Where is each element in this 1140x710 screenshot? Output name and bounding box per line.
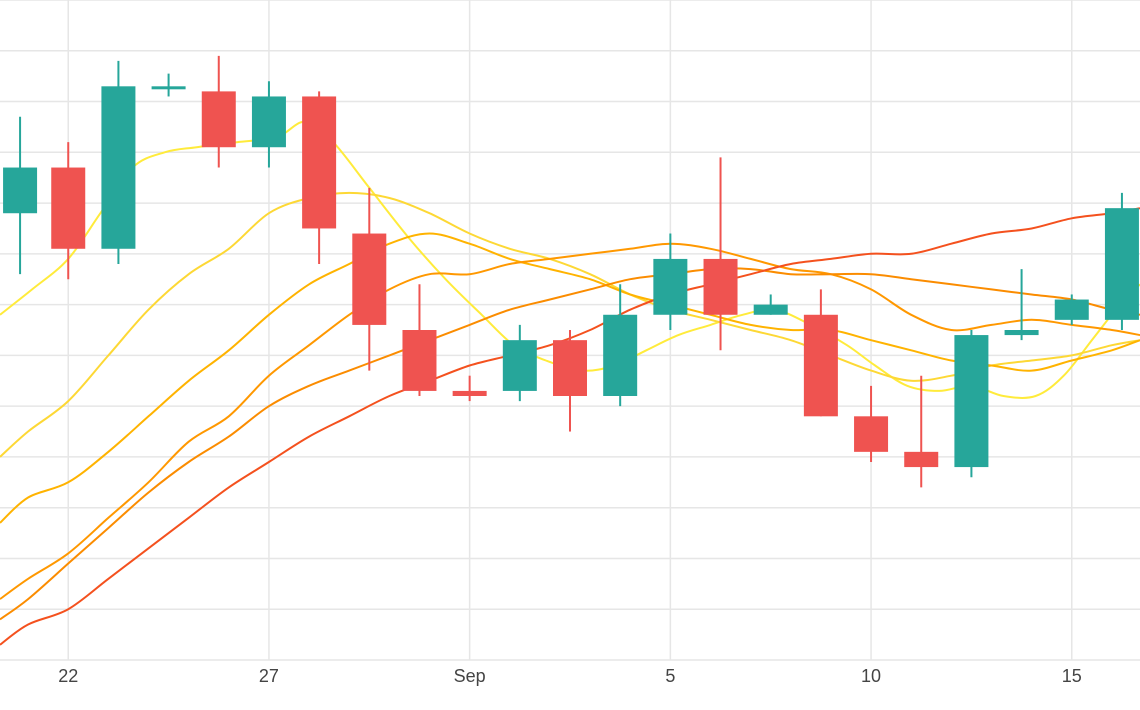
candle-body [954, 335, 989, 468]
candle-body [101, 86, 136, 249]
candle [653, 233, 688, 330]
candle [101, 60, 136, 264]
candle-body [904, 451, 939, 468]
candle-body [803, 314, 838, 417]
candle [603, 284, 638, 407]
candle [904, 375, 939, 488]
candle [151, 73, 186, 97]
candle [1104, 192, 1139, 330]
candle [452, 375, 487, 402]
candle [201, 55, 236, 168]
candle [302, 91, 337, 264]
candle-body [402, 330, 437, 391]
candle [954, 330, 989, 478]
candle-body [51, 167, 86, 249]
candle [402, 284, 437, 396]
candle-body [1054, 299, 1089, 320]
candle [3, 116, 38, 275]
x-axis: 22 27 Sep 5 10 15 [58, 666, 1082, 686]
candle [1054, 294, 1089, 325]
ma-line-5 [0, 267, 1140, 621]
candle [352, 187, 387, 371]
candles [3, 55, 1139, 488]
candle [753, 294, 788, 315]
candle [502, 324, 537, 402]
candle-body [753, 304, 788, 315]
x-tick-label: 27 [259, 666, 279, 686]
candle [803, 289, 838, 417]
candle [51, 142, 86, 280]
candle-body [553, 340, 587, 396]
x-tick-label: 15 [1062, 666, 1082, 686]
ma-line-4 [0, 242, 1140, 600]
x-tick-label: 22 [58, 666, 78, 686]
candle-body [1004, 330, 1039, 336]
candle [251, 81, 286, 168]
x-tick-label: 5 [665, 666, 675, 686]
candle-body [251, 96, 286, 148]
candle-body [703, 258, 738, 315]
candle-body [452, 390, 487, 396]
candle-body [151, 86, 186, 90]
candle [553, 330, 587, 432]
candle [854, 385, 889, 462]
candle [703, 157, 738, 351]
candle-body [854, 416, 889, 452]
candle-body [603, 314, 638, 396]
candle-body [302, 96, 337, 229]
candle-body [3, 167, 38, 214]
candle-body [502, 340, 537, 391]
x-tick-label: Sep [454, 666, 486, 686]
candle [1004, 269, 1039, 341]
candle-body [653, 258, 688, 315]
candle-body [201, 91, 236, 148]
candle-body [352, 233, 387, 325]
x-tick-label: 10 [861, 666, 881, 686]
candle-body [1104, 208, 1139, 320]
